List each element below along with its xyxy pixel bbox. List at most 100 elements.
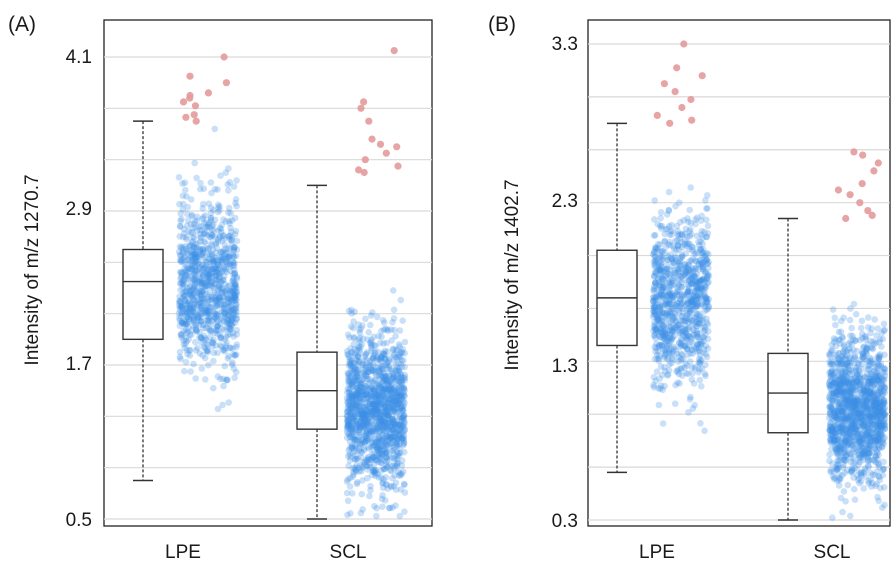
data-point: [372, 342, 379, 350]
data-point: [374, 390, 381, 398]
data-point: [206, 288, 214, 296]
data-point: [661, 309, 668, 317]
data-point: [650, 383, 658, 391]
data-point: [394, 417, 401, 425]
data-point: [668, 359, 675, 367]
data-point: [380, 415, 388, 422]
data-point: [693, 310, 700, 318]
data-point: [376, 391, 383, 398]
data-point: [867, 337, 874, 345]
data-point: [191, 253, 199, 261]
data-point: [383, 373, 390, 381]
data-point: [344, 408, 351, 415]
data-point: [400, 357, 407, 364]
data-point: [219, 290, 226, 297]
data-point: [190, 301, 198, 309]
data-point: [657, 261, 664, 269]
data-point: [216, 233, 224, 240]
data-point: [398, 393, 406, 400]
data-point: [652, 326, 660, 334]
data-point: [229, 277, 236, 285]
data-point: [385, 365, 393, 373]
x-tick-label: LPE: [639, 542, 675, 563]
data-point: [219, 325, 226, 332]
data-point: [202, 279, 210, 287]
data-point: [213, 297, 221, 305]
data-point: [191, 263, 198, 270]
data-point: [211, 289, 219, 297]
data-point: [371, 341, 378, 349]
data-point: [224, 282, 232, 290]
data-point: [369, 400, 377, 408]
data-point: [845, 415, 853, 423]
data-point: [398, 363, 406, 371]
data-point: [384, 393, 392, 400]
data-point: [379, 388, 387, 395]
data-point: [352, 366, 360, 374]
data-point: [653, 246, 661, 253]
outlier-point: [688, 116, 696, 124]
plot-frame-a: [103, 19, 433, 527]
data-point: [395, 400, 402, 407]
data-point: [394, 436, 401, 444]
outlier-point: [360, 98, 368, 106]
data-point: [350, 468, 357, 476]
data-point: [858, 398, 866, 406]
data-point: [368, 342, 375, 350]
outlier-point: [355, 166, 363, 174]
data-point: [187, 300, 194, 308]
data-point: [662, 351, 669, 358]
data-point: [389, 319, 396, 326]
data-point: [362, 368, 370, 375]
data-point: [688, 243, 696, 250]
data-point: [388, 415, 396, 423]
data-point: [396, 353, 404, 361]
data-point: [368, 429, 375, 436]
data-point: [225, 187, 232, 194]
data-point: [393, 463, 400, 470]
data-point: [379, 399, 387, 407]
data-point: [199, 271, 207, 279]
data-point: [671, 237, 679, 245]
data-point: [362, 383, 370, 390]
data-point: [190, 316, 198, 324]
data-point: [182, 243, 189, 250]
data-point: [366, 461, 373, 468]
data-point: [224, 317, 231, 324]
data-point: [365, 368, 372, 376]
data-point: [187, 229, 194, 236]
data-point: [212, 274, 219, 282]
data-point: [348, 423, 356, 431]
data-point: [364, 422, 372, 430]
data-point: [660, 283, 667, 291]
data-point: [198, 227, 206, 234]
data-point: [178, 318, 185, 325]
data-point: [344, 476, 352, 483]
data-point: [202, 230, 209, 237]
data-point: [701, 326, 709, 333]
data-point: [361, 403, 368, 411]
data-point: [692, 220, 699, 228]
data-point: [355, 367, 362, 374]
data-point: [193, 262, 201, 269]
data-point: [353, 400, 361, 407]
data-point: [180, 292, 188, 299]
data-point: [177, 286, 184, 294]
data-point: [832, 464, 840, 471]
data-point: [385, 419, 393, 426]
data-point: [175, 314, 183, 322]
data-point: [347, 395, 355, 403]
data-point: [395, 365, 402, 373]
data-point: [382, 355, 389, 363]
data-point: [682, 268, 690, 275]
data-point: [367, 321, 374, 329]
data-point: [349, 425, 356, 433]
data-point: [209, 293, 216, 301]
data-point: [226, 325, 234, 333]
data-point: [401, 392, 408, 399]
data-point: [360, 370, 367, 377]
data-point: [219, 401, 226, 409]
data-point: [689, 301, 697, 308]
data-point: [363, 372, 371, 380]
data-point: [379, 480, 386, 487]
